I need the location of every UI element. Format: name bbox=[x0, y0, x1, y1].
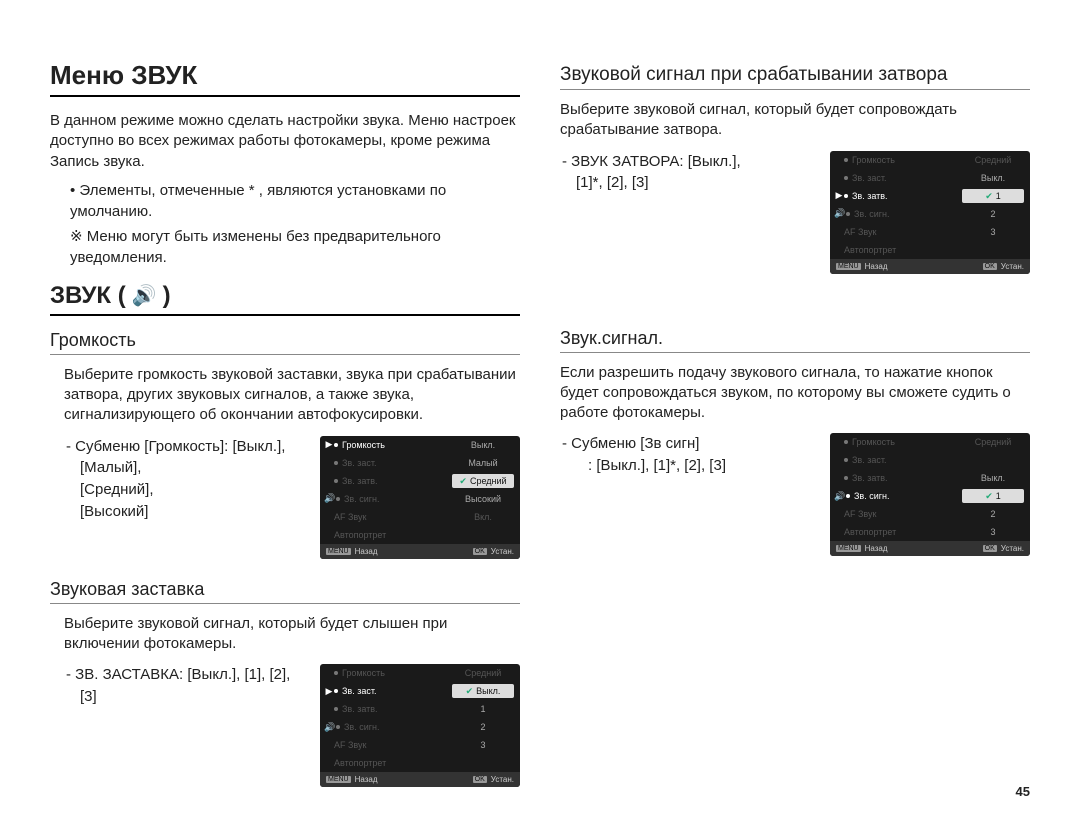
shutter-menu-screenshot: Громкость Средний Зв. заст. Выкл. ▶ Зв. … bbox=[830, 151, 1030, 274]
bullet-default: • Элементы, отмеченные * , являются уста… bbox=[70, 180, 520, 222]
beep-setting: - Субменю [Зв сигн] : [Выкл.], [1]*, [2]… bbox=[560, 433, 812, 477]
page-title: Меню ЗВУК bbox=[50, 60, 520, 97]
beep-title: Звук.сигнал. bbox=[560, 328, 1030, 353]
section-sound-prefix: ЗВУК ( bbox=[50, 282, 126, 310]
speaker-icon: 🔊 bbox=[132, 283, 157, 308]
shutter-setting: - ЗВУК ЗАТВОРА: [Выкл.], [1]*, [2], [3] bbox=[560, 151, 812, 195]
section-sound-suffix: ) bbox=[163, 282, 171, 310]
startup-menu-screenshot: Громкость Средний ▶ Зв. заст. ✔Выкл. Зв.… bbox=[320, 664, 520, 787]
startup-title: Звуковая заставка bbox=[50, 579, 520, 604]
section-sound-title: ЗВУК ( 🔊 ) bbox=[50, 282, 520, 316]
shutter-body: Выберите звуковой сигнал, который будет … bbox=[560, 100, 1030, 141]
startup-body: Выберите звуковой сигнал, который будет … bbox=[50, 614, 520, 655]
volume-body: Выберите громкость звуковой заставки, зв… bbox=[50, 365, 520, 426]
volume-title: Громкость bbox=[50, 330, 520, 355]
shutter-title: Звуковой сигнал при срабатывании затвора bbox=[560, 64, 1030, 90]
volume-setting: - Субменю [Громкость]: [Выкл.], [Малый],… bbox=[50, 436, 302, 523]
intro-bullets: • Элементы, отмеченные * , являются уста… bbox=[50, 180, 520, 268]
page-number: 45 bbox=[1016, 784, 1030, 799]
volume-menu-screenshot: ▶ Громкость Выкл. Зв. заст. Малый Зв. за… bbox=[320, 436, 520, 559]
beep-menu-screenshot: Громкость Средний Зв. заст. Зв. затв. Вы… bbox=[830, 433, 1030, 556]
startup-setting: - ЗВ. ЗАСТАВКА: [Выкл.], [1], [2], [3] bbox=[50, 664, 302, 708]
intro-text: В данном режиме можно сделать настройки … bbox=[50, 111, 520, 172]
bullet-notice: ※ Меню могут быть изменены без предварит… bbox=[70, 226, 520, 268]
beep-body: Если разрешить подачу звукового сигнала,… bbox=[560, 363, 1030, 424]
